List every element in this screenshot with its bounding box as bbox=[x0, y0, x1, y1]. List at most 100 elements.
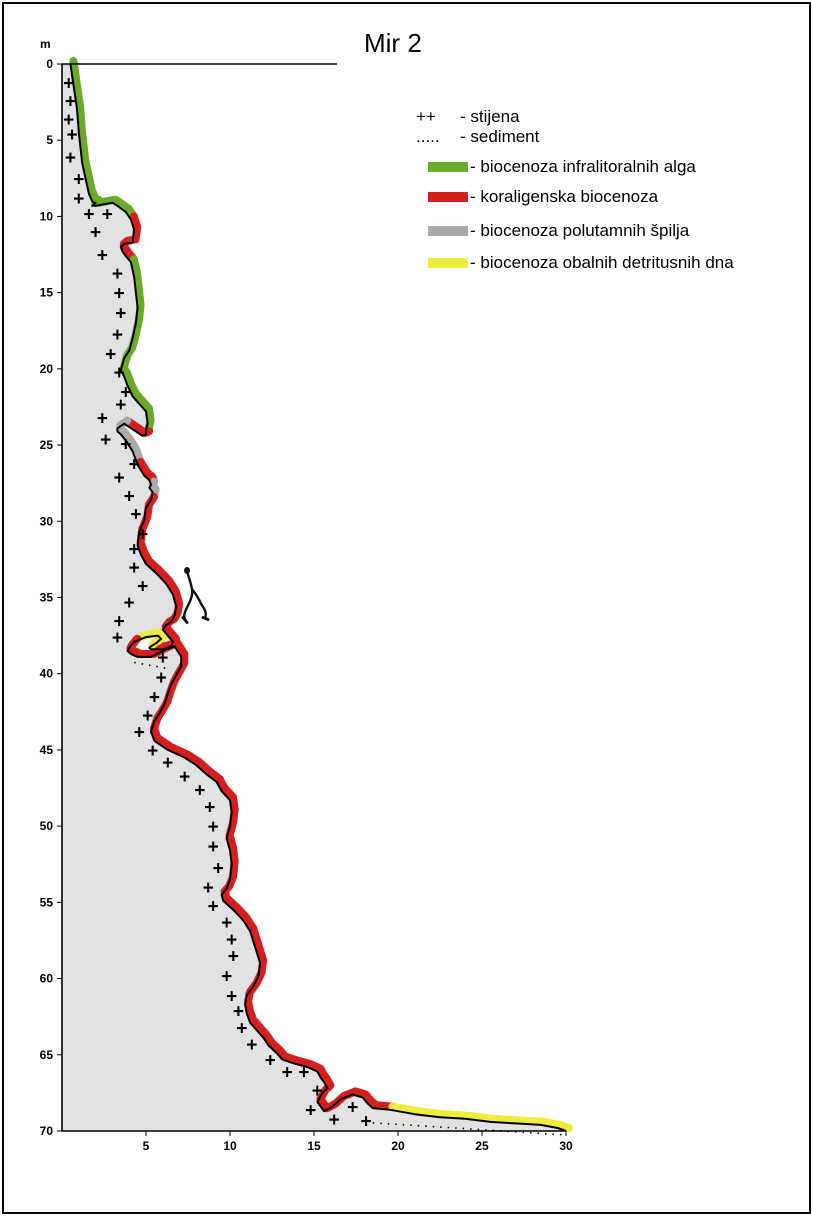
rock-marker: + bbox=[203, 878, 214, 899]
rock-marker: + bbox=[124, 593, 135, 614]
legend-detritic-label: - biocenoza obalnih detritusnih dna bbox=[470, 253, 734, 272]
rock-marker: + bbox=[233, 1002, 244, 1023]
rock-marker: + bbox=[157, 648, 168, 669]
diver-head bbox=[184, 567, 191, 574]
y-tick-label: 55 bbox=[40, 895, 54, 909]
x-tick-label: 25 bbox=[475, 1139, 489, 1153]
x-tick-label: 30 bbox=[559, 1139, 573, 1153]
rock-marker: + bbox=[129, 454, 140, 475]
rock-marker: + bbox=[347, 1098, 358, 1119]
rock-marker: + bbox=[124, 486, 135, 507]
rock-marker: + bbox=[137, 576, 148, 597]
rock-marker: + bbox=[115, 303, 126, 324]
rock-marker: + bbox=[97, 409, 108, 430]
legend: ++ - stijena ..... - sediment - biocenoz… bbox=[416, 107, 734, 272]
rock-marker: + bbox=[115, 395, 126, 416]
x-tick-label: 20 bbox=[391, 1139, 405, 1153]
y-axis-unit: m bbox=[40, 37, 51, 51]
diver-layer bbox=[181, 567, 210, 624]
biocenosis-band-8 bbox=[133, 628, 169, 649]
rock-marker: + bbox=[112, 264, 123, 285]
legend-coralligenous-label: - koraligenska biocenoza bbox=[470, 187, 659, 206]
rock-marker: + bbox=[97, 246, 108, 267]
rock-marker: + bbox=[63, 110, 74, 131]
rock-marker: + bbox=[120, 383, 131, 404]
legend-sediment-label: - sediment bbox=[460, 127, 540, 146]
rock-marker: + bbox=[73, 189, 84, 210]
profile-outline-layer bbox=[69, 63, 567, 1136]
rock-marker: + bbox=[129, 558, 140, 579]
y-tick-label: 40 bbox=[40, 667, 54, 681]
rock-marker: + bbox=[194, 781, 205, 802]
rock-marker: + bbox=[179, 767, 190, 788]
rock-marker: + bbox=[112, 325, 123, 346]
rock-marker: + bbox=[129, 540, 140, 561]
y-tick-label: 20 bbox=[40, 362, 54, 376]
legend-red-swatch bbox=[428, 192, 468, 202]
rock-marker: + bbox=[226, 986, 237, 1007]
rock-marker: + bbox=[114, 468, 125, 489]
x-tick-label: 15 bbox=[307, 1139, 321, 1153]
rock-marker: + bbox=[208, 837, 219, 858]
rock-marker: + bbox=[147, 741, 158, 762]
rock-marker: + bbox=[265, 1050, 276, 1071]
rock-marker: + bbox=[67, 125, 78, 146]
y-tick-label: 70 bbox=[40, 1124, 54, 1138]
rock-marker: + bbox=[130, 505, 141, 526]
y-tick-label: 35 bbox=[40, 591, 54, 605]
rock-marker: + bbox=[226, 930, 237, 951]
diver-fins bbox=[181, 616, 210, 624]
rock-marker: + bbox=[114, 363, 125, 384]
rock-marker: + bbox=[137, 524, 148, 545]
rock-marker: + bbox=[120, 435, 131, 456]
rock-marker: + bbox=[63, 73, 74, 94]
rock-marker: + bbox=[156, 668, 167, 689]
y-tick-label: 0 bbox=[46, 57, 53, 71]
x-tick-label: 10 bbox=[223, 1139, 237, 1153]
profile-line bbox=[69, 63, 567, 1132]
axes-layer: 0 5 10 15 20 25 30 35 40 45 50 55 60 65 70 5 10 15 20 25 30 bbox=[40, 57, 573, 1153]
y-tick-label: 25 bbox=[40, 438, 54, 452]
rock-marker: + bbox=[312, 1081, 323, 1102]
rock-marker: + bbox=[100, 430, 111, 451]
legend-cave-label: - biocenoza polutamnih špilja bbox=[470, 221, 690, 240]
legend-rock-label: - stijena bbox=[460, 107, 520, 126]
rock-marker: + bbox=[102, 204, 113, 225]
rock-marker: + bbox=[204, 797, 215, 818]
y-tick-label: 10 bbox=[40, 209, 54, 223]
y-tick-label: 5 bbox=[46, 133, 53, 147]
rock-marker: + bbox=[90, 223, 101, 244]
rock-marker: + bbox=[112, 628, 123, 649]
rock-markers-layer: ++++++++ +++++++++++++ +++++++++++++++++++… bbox=[63, 73, 371, 1132]
rock-marker: + bbox=[208, 817, 219, 838]
y-tick-label: 15 bbox=[40, 286, 54, 300]
rock-marker: + bbox=[246, 1035, 257, 1056]
rock-marker: + bbox=[114, 284, 125, 305]
rock-marker: + bbox=[298, 1063, 309, 1084]
y-tick-label: 45 bbox=[40, 743, 54, 757]
rock-marker: + bbox=[228, 947, 239, 968]
rock-marker: + bbox=[65, 148, 76, 169]
y-tick-label: 60 bbox=[40, 972, 54, 986]
diver-body bbox=[183, 570, 208, 621]
legend-green-swatch bbox=[428, 162, 468, 172]
rock-marker: + bbox=[73, 169, 84, 190]
rock-marker: + bbox=[236, 1018, 247, 1039]
rock-area-layer bbox=[62, 64, 566, 1131]
y-tick-label: 30 bbox=[40, 514, 54, 528]
legend-yellow-swatch bbox=[428, 258, 468, 268]
rock-marker: + bbox=[105, 345, 116, 366]
biocenosis-band-1 bbox=[119, 212, 142, 264]
legend-gray-swatch bbox=[428, 226, 468, 236]
legend-algae-label: - biocenoza infralitoralnih alga bbox=[470, 157, 696, 176]
x-tick-label: 5 bbox=[143, 1139, 150, 1153]
rock-marker: + bbox=[221, 967, 232, 988]
rock-marker: + bbox=[162, 753, 173, 774]
rock-marker: + bbox=[213, 858, 224, 879]
rock-marker: + bbox=[361, 1111, 372, 1132]
rock-marker: + bbox=[282, 1063, 293, 1084]
chart-title: Mir 2 bbox=[364, 28, 422, 58]
rock-marker: + bbox=[134, 723, 145, 744]
